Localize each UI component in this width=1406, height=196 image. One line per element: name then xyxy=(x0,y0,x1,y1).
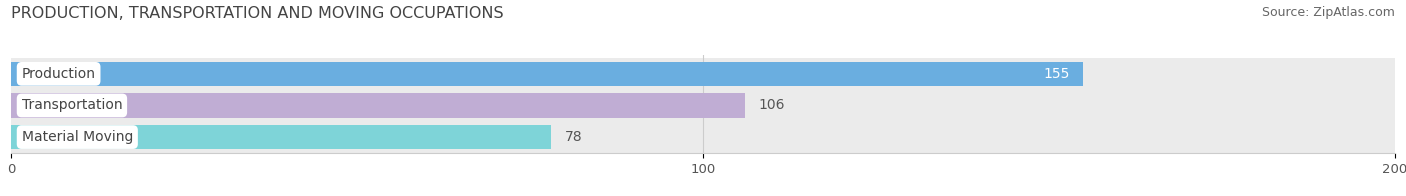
Text: Transportation: Transportation xyxy=(21,98,122,113)
Bar xyxy=(11,62,1084,86)
Bar xyxy=(11,121,1395,153)
Bar xyxy=(11,125,551,149)
Text: 78: 78 xyxy=(565,130,582,144)
Text: PRODUCTION, TRANSPORTATION AND MOVING OCCUPATIONS: PRODUCTION, TRANSPORTATION AND MOVING OC… xyxy=(11,6,503,21)
Text: Source: ZipAtlas.com: Source: ZipAtlas.com xyxy=(1261,6,1395,19)
Text: 106: 106 xyxy=(758,98,785,113)
Bar xyxy=(11,90,1395,121)
Bar xyxy=(11,58,1395,90)
Text: Material Moving: Material Moving xyxy=(21,130,134,144)
Text: 155: 155 xyxy=(1043,67,1070,81)
Bar xyxy=(11,93,745,118)
Text: Production: Production xyxy=(21,67,96,81)
